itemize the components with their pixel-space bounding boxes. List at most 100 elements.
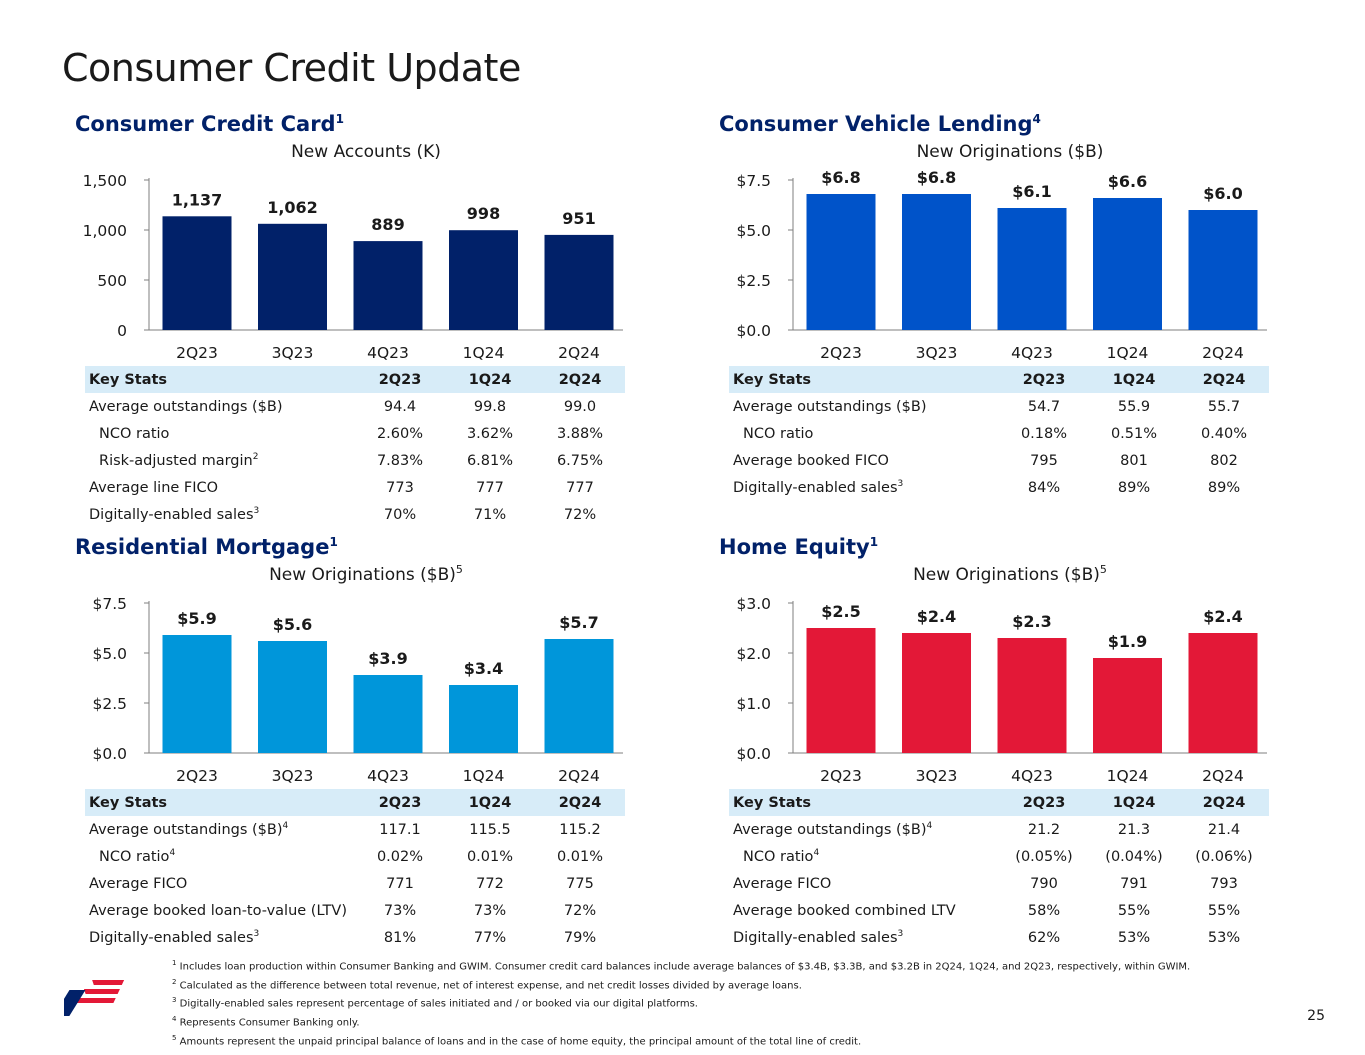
key-stats-header-row: Key Stats 2Q23 1Q24 2Q24 <box>729 366 1269 393</box>
footnote-marker: 2 <box>172 977 177 986</box>
bar-2q24 <box>1188 210 1258 330</box>
row-footnote: 4 <box>813 848 820 859</box>
x-tick-label: 2Q24 <box>1202 767 1244 785</box>
key-stats-table: Key Stats 2Q23 1Q24 2Q24 Average outstan… <box>85 366 625 528</box>
cell-value: 72% <box>563 902 597 919</box>
row-label-text: Digitally-enabled sales <box>89 506 254 523</box>
bar-4q23 <box>997 638 1067 753</box>
cell-value: 795 <box>1030 452 1058 469</box>
cell-value: 79% <box>563 929 597 946</box>
section-title-text: Residential Mortgage <box>75 535 330 559</box>
header-2q24: 2Q24 <box>535 366 625 393</box>
chart-title: New Originations ($B)5 <box>269 563 463 585</box>
bar-3q23 <box>258 641 327 753</box>
key-stats-header-row: Key Stats 2Q23 1Q24 2Q24 <box>729 789 1269 816</box>
quadrant-consumer-vehicle-lending: Consumer Vehicle Lending4 New Originatio… <box>719 112 1279 532</box>
row-label-text: Digitally-enabled sales <box>733 929 898 946</box>
data-label: $5.7 <box>559 613 598 632</box>
y-tick-label: $0.0 <box>92 745 127 763</box>
cell-value: 6.81% <box>466 452 514 469</box>
cell-value: 777 <box>566 479 594 496</box>
cell-value: 7.83% <box>376 452 424 469</box>
footnote-text: Amounts represent the unpaid principal b… <box>179 1035 862 1047</box>
cell-value: 54.7 <box>1027 398 1061 415</box>
table-row: Digitally-enabled sales3 62% 53% 53% <box>729 924 1269 951</box>
section-title: Consumer Credit Card1 <box>75 112 344 136</box>
cell-value: 73% <box>383 902 417 919</box>
bar-4q23 <box>353 241 423 330</box>
row-label: NCO ratio <box>85 420 355 447</box>
table-row: Average outstandings ($B) 94.4 99.8 99.0 <box>85 393 625 420</box>
cell-value: 2.60% <box>376 425 424 442</box>
footnote: 1 Includes loan production within Consum… <box>172 956 1190 975</box>
row-label: Digitally-enabled sales3 <box>729 924 999 951</box>
cell-value: 117.1 <box>379 821 421 838</box>
x-tick-label: 3Q23 <box>272 344 314 362</box>
table-row: Average FICO 771 772 775 <box>85 870 625 897</box>
data-label: $6.0 <box>1203 184 1242 203</box>
x-tick-label: 2Q23 <box>820 344 862 362</box>
row-label: Digitally-enabled sales3 <box>85 501 355 528</box>
header-2q24: 2Q24 <box>535 789 625 816</box>
data-label: $5.9 <box>177 609 216 628</box>
cell-value: 0.01% <box>556 848 604 865</box>
bar-1q24 <box>1093 658 1162 753</box>
page-number: 25 <box>1307 1008 1325 1024</box>
cell-value: 115.5 <box>469 821 511 838</box>
row-label-text: NCO ratio <box>743 425 814 442</box>
data-label: $6.8 <box>917 168 956 187</box>
table-row: Average booked combined LTV 58% 55% 55% <box>729 897 1269 924</box>
x-tick-label: 4Q23 <box>367 344 409 362</box>
footnote-text: Represents Consumer Banking only. <box>179 1017 360 1029</box>
y-tick-label: $7.5 <box>736 172 771 190</box>
y-tick-label: $5.0 <box>92 645 127 663</box>
data-label: 951 <box>562 209 595 228</box>
cell-value: 0.40% <box>1200 425 1248 442</box>
cell-value: 55.7 <box>1207 398 1241 415</box>
x-tick-label: 3Q23 <box>916 344 958 362</box>
footnote: 4 Represents Consumer Banking only. <box>172 1012 1190 1031</box>
header-2q23: 2Q23 <box>999 366 1089 393</box>
row-label-text: Average FICO <box>733 875 832 892</box>
section-title-footnote: 4 <box>1032 112 1041 126</box>
row-label-text: Digitally-enabled sales <box>89 929 254 946</box>
table-row: Digitally-enabled sales3 84% 89% 89% <box>729 474 1269 501</box>
header-key-stats: Key Stats <box>85 366 355 393</box>
page-title: Consumer Credit Update <box>62 46 521 90</box>
data-label: $6.8 <box>821 168 860 187</box>
x-tick-label: 2Q23 <box>176 344 218 362</box>
cell-value: 0.02% <box>376 848 424 865</box>
bar-4q23 <box>353 675 423 753</box>
x-tick-label: 2Q23 <box>176 767 218 785</box>
data-label: $2.5 <box>821 602 860 621</box>
table-row: Average outstandings ($B) 54.7 55.9 55.7 <box>729 393 1269 420</box>
bar-3q23 <box>902 194 971 330</box>
x-tick-label: 1Q24 <box>463 344 505 362</box>
cell-value: 115.2 <box>559 821 601 838</box>
bar-2q24 <box>544 639 614 753</box>
cell-value: 72% <box>563 506 597 523</box>
header-2q24: 2Q24 <box>1179 366 1269 393</box>
data-label: $2.3 <box>1012 612 1051 631</box>
data-label: 1,062 <box>267 198 318 217</box>
cell-value: 793 <box>1210 875 1238 892</box>
footnote-marker: 1 <box>172 959 177 967</box>
x-tick-label: 3Q23 <box>916 767 958 785</box>
footnote: 2 Calculated as the difference between t… <box>172 975 1190 994</box>
section-title-text: Consumer Vehicle Lending <box>719 112 1033 136</box>
cell-value: 84% <box>1027 479 1061 496</box>
table-row: Digitally-enabled sales3 81% 77% 79% <box>85 924 625 951</box>
data-label: $3.9 <box>368 649 407 668</box>
cell-value: 790 <box>1030 875 1058 892</box>
section-title-footnote: 1 <box>329 535 338 549</box>
cell-value: 99.8 <box>473 398 507 415</box>
quadrant-consumer-credit-card: Consumer Credit Card1 New Accounts (K) 0 5… <box>75 112 635 532</box>
row-label-text: Average outstandings ($B) <box>89 398 283 415</box>
cell-value: 21.3 <box>1117 821 1151 838</box>
row-label: Average FICO <box>85 870 355 897</box>
header-2q23: 2Q23 <box>355 789 445 816</box>
row-label: Average outstandings ($B) <box>85 393 355 420</box>
row-label-text: Average booked combined LTV <box>733 902 956 919</box>
y-tick-label: $1.0 <box>736 695 771 713</box>
cell-value: 773 <box>386 479 414 496</box>
